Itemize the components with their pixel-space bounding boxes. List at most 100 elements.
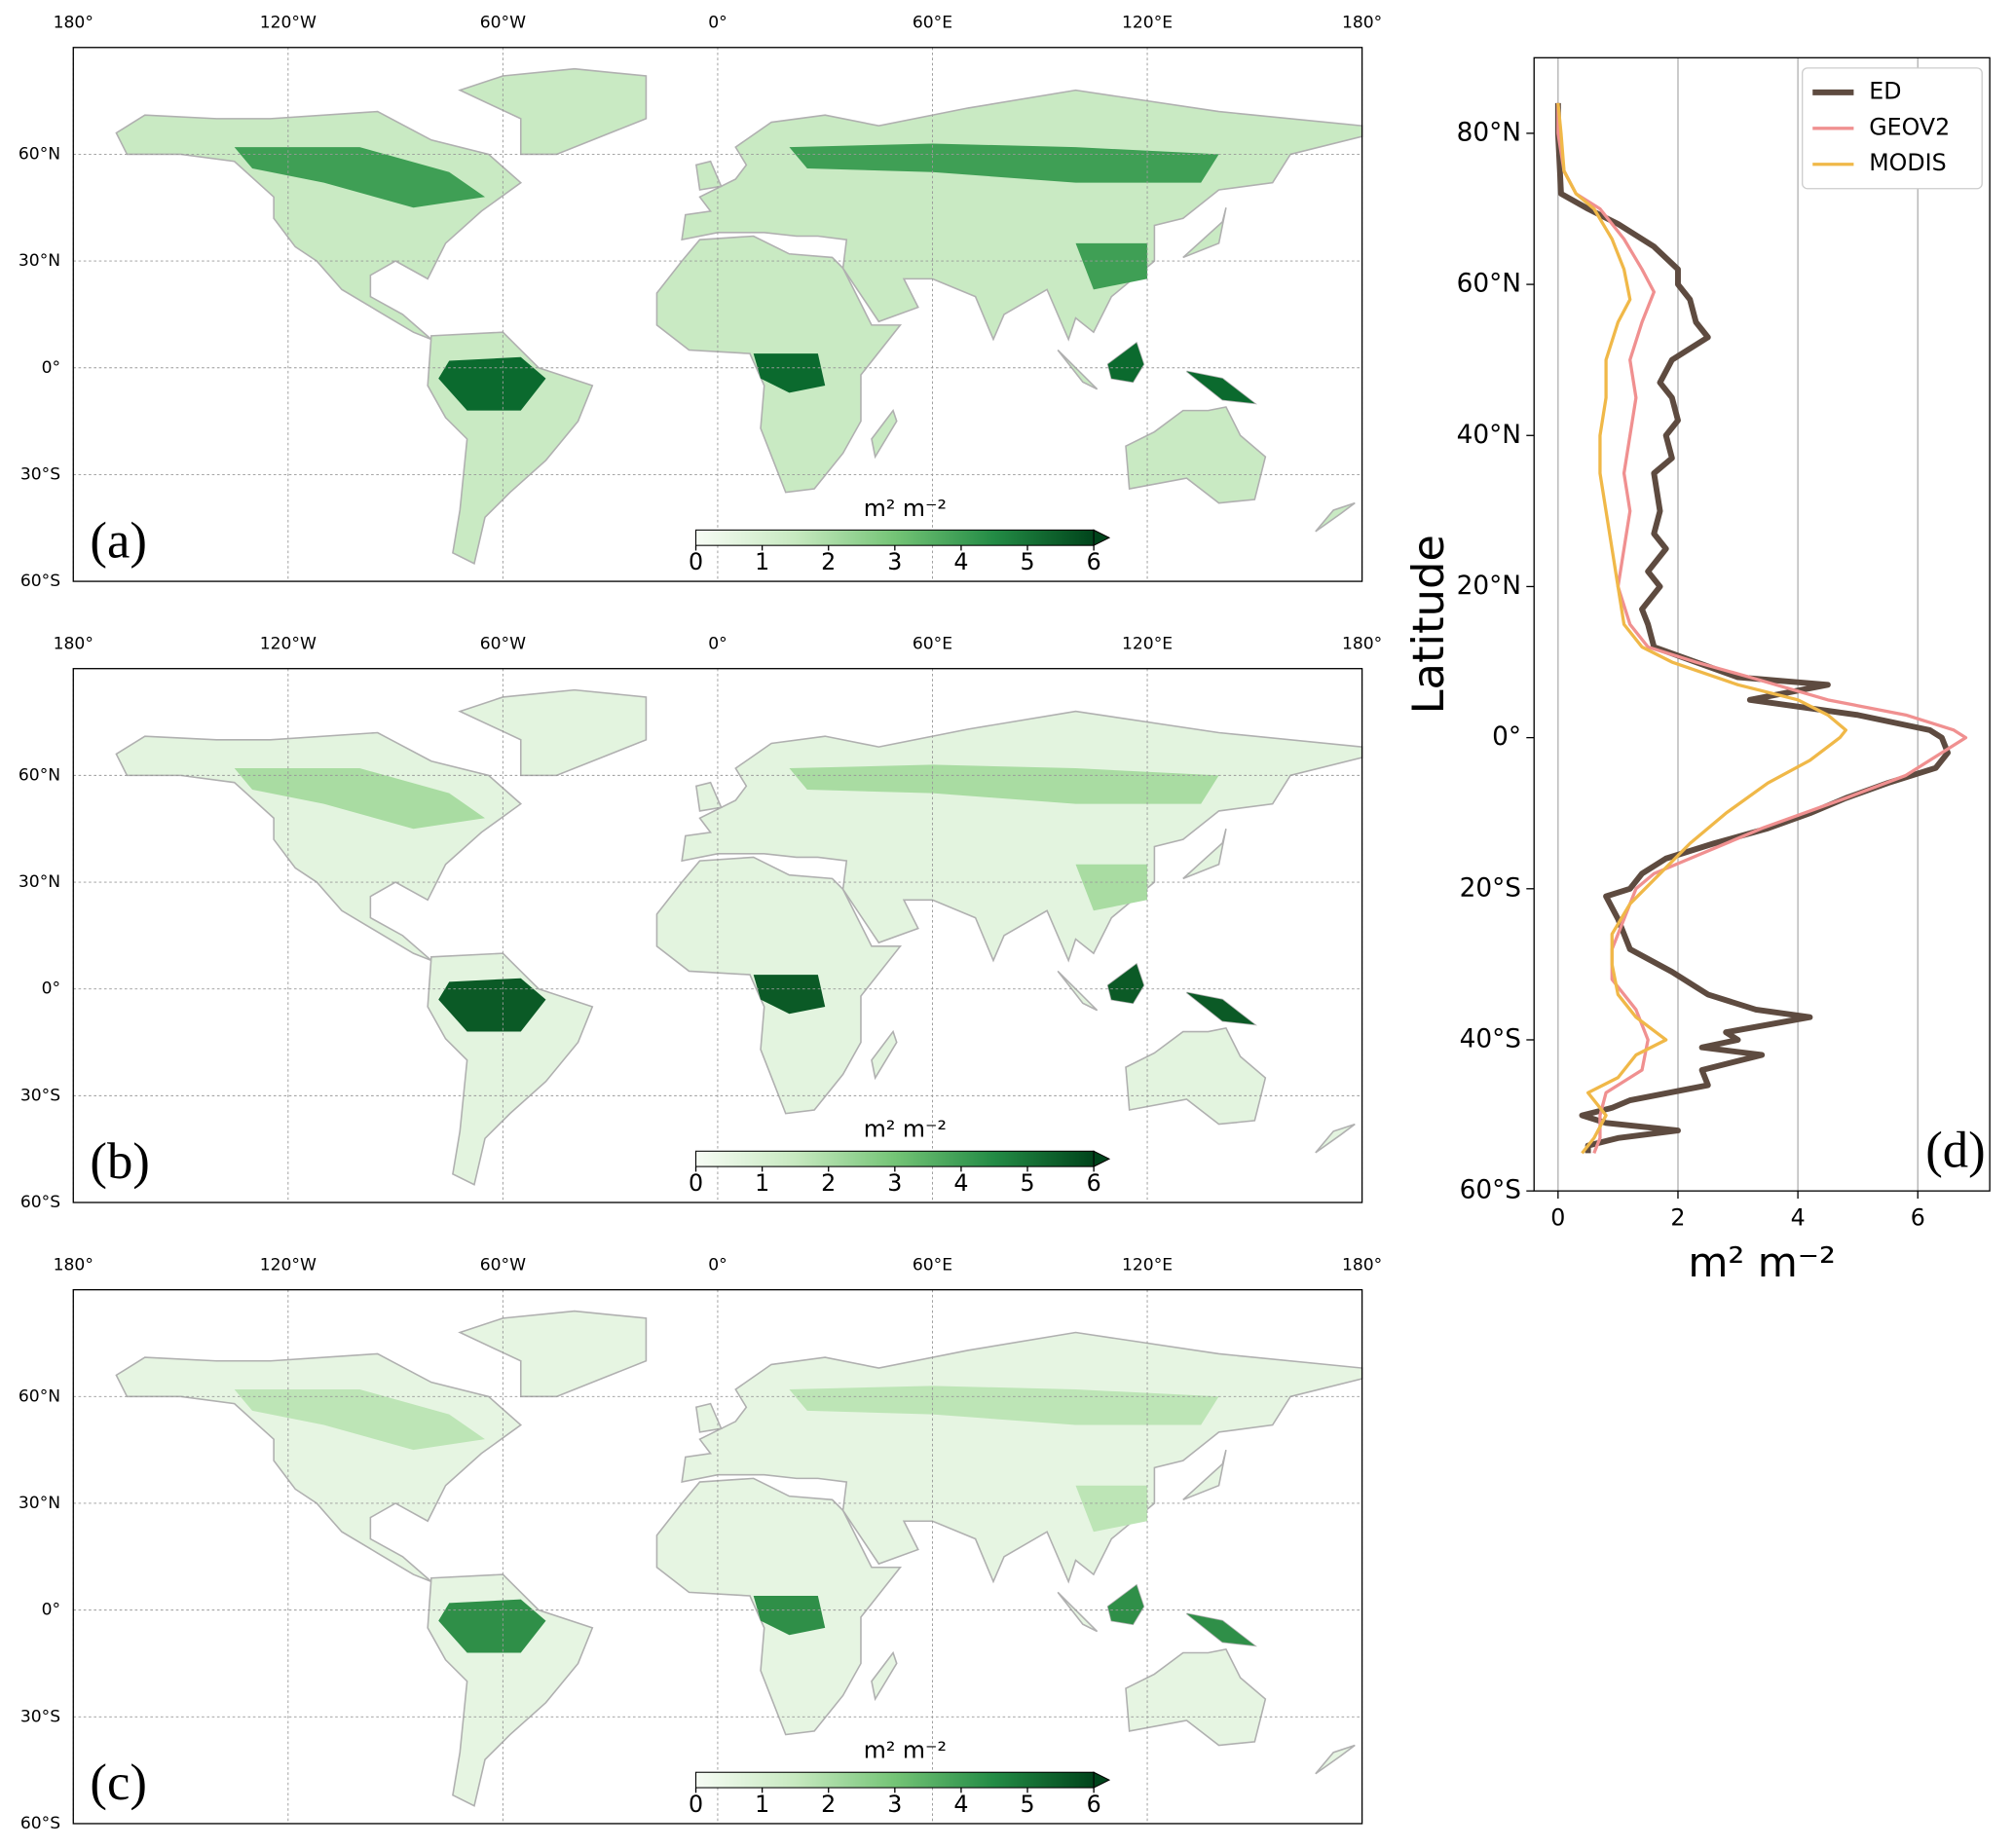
y-tick-label: 0°: [1492, 722, 1521, 752]
land: [458, 688, 648, 777]
land: [458, 67, 648, 156]
y-tick-label: 80°N: [1457, 118, 1521, 147]
forest-patch: [438, 356, 546, 411]
colorbar-extend: [1093, 529, 1111, 547]
colorbar-label: m² m⁻²: [864, 1116, 947, 1143]
land: [1125, 1647, 1267, 1747]
colorbar-tick-label: 1: [755, 1169, 769, 1197]
forest-patch: [753, 975, 826, 1015]
vegetation-patch: [789, 143, 1219, 183]
colorbar-tick-label: 2: [821, 1791, 836, 1818]
x-axis-label: m² m⁻²: [1688, 1238, 1836, 1286]
land: [1125, 1027, 1267, 1126]
colorbar-tick-label: 5: [1020, 1169, 1034, 1197]
forest-patch: [1107, 1585, 1144, 1625]
land: [458, 1310, 648, 1398]
colorbar-tick-label: 4: [953, 548, 968, 575]
x-tick-label: 180°: [1342, 635, 1382, 654]
x-tick-label: 120°W: [260, 635, 317, 654]
land: [1057, 970, 1099, 1012]
panel-label: (c): [90, 1755, 147, 1811]
forest-patch: [1107, 343, 1144, 383]
series-line: [1556, 102, 1968, 1154]
colorbar-tick-label: 0: [689, 548, 703, 575]
x-tick-label: 6: [1911, 1204, 1925, 1232]
plot-frame: [1533, 56, 1991, 1192]
y-tick-label: 30°N: [19, 1494, 60, 1513]
colorbar: [695, 1150, 1095, 1167]
y-tick-label: 60°S: [20, 1193, 60, 1212]
x-tick-label: 0°: [708, 14, 727, 33]
y-tick-label: 60°N: [19, 144, 60, 164]
vegetation-patch: [234, 147, 486, 208]
y-tick-label: 0°: [42, 1601, 60, 1620]
x-tick-label: 180°: [54, 1256, 93, 1275]
x-tick-label: 120°E: [1122, 14, 1173, 33]
y-tick-label: 30°N: [19, 251, 60, 271]
land: [694, 1402, 723, 1433]
x-tick-label: 60°W: [480, 1256, 526, 1275]
vegetation-patch: [234, 768, 486, 830]
colorbar: [695, 1771, 1095, 1789]
land: [1125, 406, 1267, 504]
x-tick-label: 60°W: [480, 635, 526, 654]
panel-label: (d): [1925, 1122, 1985, 1178]
forest-patch: [753, 353, 826, 393]
y-tick-label: 30°S: [20, 1086, 60, 1105]
x-tick-label: 180°: [1342, 1256, 1382, 1275]
colorbar-extend: [1093, 1771, 1111, 1789]
colorbar-tick-label: 5: [1020, 548, 1034, 575]
x-tick-label: 180°: [54, 14, 93, 33]
land: [871, 1650, 898, 1702]
panel-label: (a): [90, 512, 147, 569]
land: [1182, 1449, 1227, 1501]
land: [1057, 1591, 1099, 1633]
y-tick-label: 60°N: [19, 1386, 60, 1406]
colorbar-tick-label: 4: [953, 1169, 968, 1197]
map-frame: [72, 668, 1363, 1203]
forest-patch: [1186, 1613, 1255, 1646]
y-tick-label: 60°S: [20, 1814, 60, 1833]
colorbar-tick-label: 2: [821, 1169, 836, 1197]
colorbar: [695, 529, 1095, 546]
panel-label: (b): [90, 1133, 149, 1190]
colorbar-tick-label: 6: [1087, 1791, 1101, 1818]
vegetation-patch: [1075, 1485, 1148, 1533]
series-line: [1554, 102, 1951, 1154]
y-tick-label: 60°N: [19, 765, 60, 785]
vegetation-patch: [789, 1386, 1219, 1425]
y-tick-label: 30°S: [20, 464, 60, 484]
colorbar-label: m² m⁻²: [864, 495, 947, 522]
x-tick-label: 60°E: [913, 1256, 952, 1275]
vegetation-patch: [1075, 242, 1148, 290]
x-tick-label: 4: [1791, 1204, 1806, 1232]
forest-patch: [1186, 371, 1255, 404]
forest-patch: [1107, 964, 1144, 1004]
x-tick-label: 120°E: [1122, 635, 1173, 654]
x-tick-label: 0°: [708, 635, 727, 654]
colorbar-extend: [1093, 1150, 1111, 1167]
colorbar-tick-label: 0: [689, 1791, 703, 1818]
vegetation-patch: [234, 1388, 486, 1451]
land: [1182, 207, 1227, 259]
y-tick-label: 0°: [42, 979, 60, 999]
colorbar-tick-label: 1: [755, 1791, 769, 1818]
colorbar-tick-label: 3: [887, 548, 902, 575]
y-tick-label: 20°N: [1457, 572, 1521, 601]
colorbar-label: m² m⁻²: [864, 1737, 947, 1764]
colorbar-tick-label: 6: [1087, 1169, 1101, 1197]
land: [694, 160, 723, 191]
colorbar-tick-label: 4: [953, 1791, 968, 1818]
vegetation-patch: [1075, 864, 1148, 911]
land: [1315, 501, 1356, 533]
series-line: [1556, 102, 1848, 1155]
y-tick-label: 40°N: [1457, 421, 1521, 450]
colorbar-tick-label: 6: [1087, 548, 1101, 575]
colorbar-tick-label: 5: [1020, 1791, 1034, 1818]
legend-label: ED: [1869, 77, 1901, 104]
x-tick-label: 60°W: [480, 14, 526, 33]
x-tick-label: 60°E: [913, 14, 952, 33]
y-tick-label: 30°S: [20, 1707, 60, 1726]
y-tick-label: 60°S: [1460, 1176, 1521, 1205]
